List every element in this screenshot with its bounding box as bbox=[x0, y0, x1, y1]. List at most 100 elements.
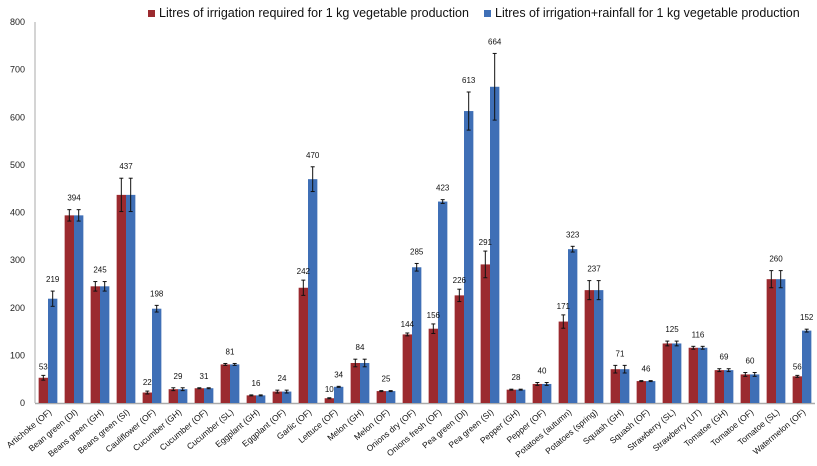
data-label: 29 bbox=[174, 372, 183, 381]
data-label-irrigation-rainfall: 470 bbox=[306, 151, 320, 160]
legend-swatch-irrigation bbox=[148, 9, 155, 17]
data-label: 260 bbox=[769, 255, 783, 264]
y-tick-label: 300 bbox=[10, 255, 25, 265]
bar-irrigation bbox=[558, 321, 568, 403]
bar-irrigation-rainfall bbox=[100, 286, 110, 403]
data-label: 60 bbox=[746, 357, 755, 366]
data-label: 71 bbox=[616, 349, 625, 358]
bar-irrigation-rainfall bbox=[594, 290, 604, 403]
bar-irrigation-rainfall bbox=[282, 391, 292, 403]
bar-irrigation-rainfall bbox=[672, 343, 682, 403]
data-label-irrigation: 56 bbox=[793, 362, 802, 371]
data-label: 16 bbox=[252, 379, 261, 388]
bar-irrigation-rainfall bbox=[412, 267, 422, 403]
bar-irrigation-rainfall bbox=[334, 386, 344, 403]
data-label: 237 bbox=[587, 265, 601, 274]
data-label-irrigation: 242 bbox=[297, 267, 311, 276]
data-label-irrigation-rainfall: 423 bbox=[436, 184, 450, 193]
bar-irrigation bbox=[376, 391, 386, 403]
bar-irrigation-rainfall bbox=[308, 179, 318, 403]
bar-irrigation bbox=[532, 383, 542, 403]
bar-irrigation-rainfall bbox=[74, 215, 84, 403]
bar-irrigation-rainfall bbox=[568, 249, 578, 403]
data-label: 394 bbox=[67, 194, 81, 203]
bar-irrigation-rainfall bbox=[48, 298, 58, 403]
data-label-irrigation-rainfall: 613 bbox=[462, 76, 476, 85]
bar-irrigation-rainfall bbox=[750, 374, 760, 403]
data-label: 40 bbox=[538, 367, 547, 376]
bar-irrigation bbox=[246, 395, 256, 403]
data-label: 69 bbox=[720, 353, 729, 362]
bar-irrigation-rainfall bbox=[776, 279, 786, 403]
bar-irrigation bbox=[298, 287, 308, 403]
data-label: 84 bbox=[356, 343, 365, 352]
bar-irrigation bbox=[636, 381, 646, 403]
bar-irrigation bbox=[272, 391, 282, 403]
legend-label-irrigation-rainfall: Litres of irrigation+rainfall for 1 kg v… bbox=[495, 6, 800, 20]
bar-irrigation-rainfall bbox=[516, 389, 526, 403]
legend-swatch-irrigation-rainfall bbox=[484, 9, 491, 17]
bar-irrigation bbox=[480, 264, 490, 403]
data-label: 245 bbox=[93, 266, 107, 275]
bar-irrigation-rainfall bbox=[724, 370, 734, 403]
y-tick-label: 400 bbox=[10, 208, 25, 218]
bar-irrigation bbox=[662, 343, 672, 403]
y-tick-label: 0 bbox=[20, 398, 25, 408]
bar-irrigation bbox=[324, 398, 334, 403]
bar-irrigation-rainfall bbox=[230, 364, 240, 403]
bar-irrigation-rainfall bbox=[126, 194, 136, 403]
bar-irrigation bbox=[428, 328, 438, 403]
y-tick-label: 200 bbox=[10, 303, 25, 313]
data-label: 125 bbox=[665, 325, 679, 334]
bar-irrigation bbox=[220, 364, 230, 403]
bar-irrigation bbox=[506, 389, 516, 403]
bar-irrigation-rainfall bbox=[438, 201, 448, 403]
bar-irrigation bbox=[90, 286, 100, 403]
data-label-irrigation: 291 bbox=[479, 238, 493, 247]
y-tick-label: 500 bbox=[10, 160, 25, 170]
data-label-irrigation: 53 bbox=[39, 362, 48, 371]
data-label-irrigation-rainfall: 285 bbox=[410, 247, 424, 256]
data-label-irrigation: 156 bbox=[427, 311, 441, 320]
bar-irrigation bbox=[454, 295, 464, 403]
bar-irrigation-rainfall bbox=[256, 395, 266, 403]
bar-irrigation-rainfall bbox=[204, 388, 214, 403]
bar-irrigation-rainfall bbox=[152, 308, 162, 403]
bar-irrigation-rainfall bbox=[386, 391, 396, 403]
bar-irrigation-rainfall bbox=[542, 383, 552, 403]
data-label-irrigation: 22 bbox=[143, 378, 152, 387]
bar-irrigation-rainfall bbox=[178, 389, 188, 403]
data-label-irrigation: 10 bbox=[325, 385, 334, 394]
legend-item-irrigation: Litres of irrigation required for 1 kg v… bbox=[148, 6, 469, 20]
y-tick-label: 700 bbox=[10, 65, 25, 75]
data-label: 24 bbox=[278, 374, 287, 383]
data-label-irrigation-rainfall: 219 bbox=[46, 275, 60, 284]
legend-item-irrigation-rainfall: Litres of irrigation+rainfall for 1 kg v… bbox=[484, 6, 800, 20]
data-label: 437 bbox=[119, 162, 133, 171]
bar-irrigation bbox=[142, 392, 152, 403]
bar-irrigation bbox=[688, 347, 698, 403]
bar-irrigation bbox=[610, 369, 620, 403]
data-label: 81 bbox=[226, 347, 235, 356]
bar-irrigation bbox=[168, 389, 178, 403]
data-label-irrigation: 144 bbox=[401, 320, 415, 329]
data-label-irrigation: 226 bbox=[453, 276, 467, 285]
bar-irrigation bbox=[792, 376, 802, 403]
data-label-irrigation: 171 bbox=[557, 302, 571, 311]
bar-irrigation-rainfall bbox=[698, 347, 708, 403]
y-tick-label: 100 bbox=[10, 350, 25, 360]
legend-label-irrigation: Litres of irrigation required for 1 kg v… bbox=[159, 6, 469, 20]
data-label-irrigation-rainfall: 323 bbox=[566, 230, 580, 239]
bar-irrigation-rainfall bbox=[802, 330, 812, 403]
bar-irrigation bbox=[740, 374, 750, 403]
data-label-irrigation-rainfall: 152 bbox=[800, 313, 814, 322]
data-label-irrigation-rainfall: 664 bbox=[488, 37, 502, 46]
data-label: 116 bbox=[692, 330, 705, 339]
bar-irrigation bbox=[116, 194, 126, 403]
data-label: 28 bbox=[512, 373, 521, 382]
data-label: 31 bbox=[200, 372, 209, 381]
bar-irrigation bbox=[350, 362, 360, 403]
bar-irrigation bbox=[64, 215, 74, 403]
bar-irrigation-rainfall bbox=[464, 111, 474, 403]
bar-irrigation bbox=[714, 370, 724, 403]
